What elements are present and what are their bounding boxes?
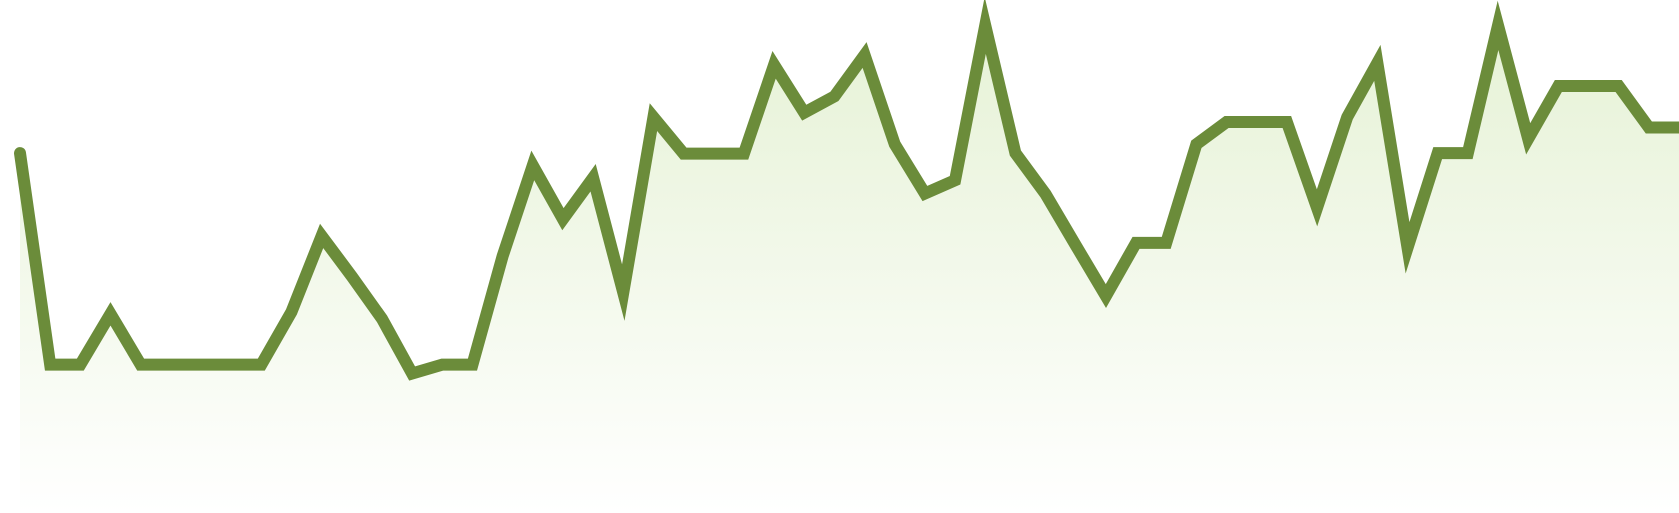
series-line [14,0,1679,381]
area-fill [20,25,1679,513]
